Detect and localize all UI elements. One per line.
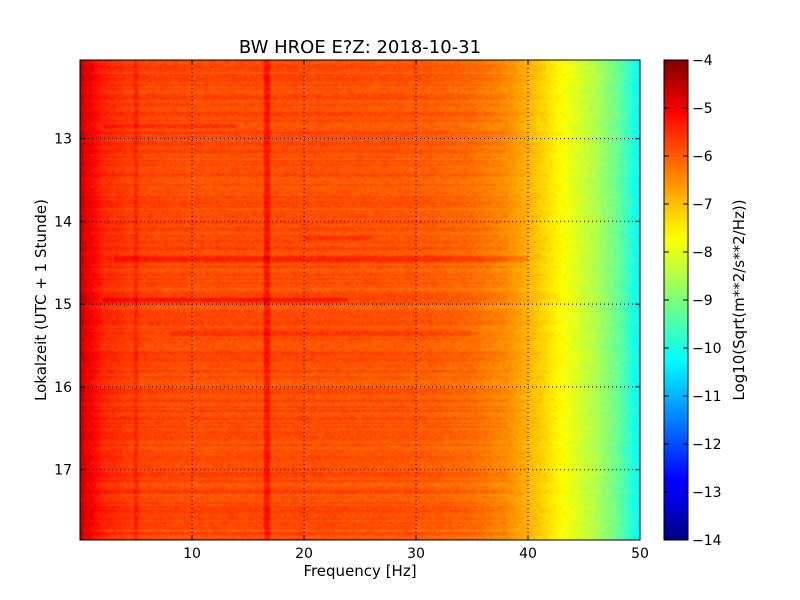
y-tick-label: 16 bbox=[54, 380, 72, 396]
x-axis: 10 20 30 40 50 bbox=[183, 60, 649, 562]
y-tick-label: 14 bbox=[54, 214, 72, 230]
colorbar-ticks: −4 −5 −6 −7 −8 −9 −10 −11 −12 −13 −14 bbox=[664, 53, 722, 549]
colorbar-tick-label: −8 bbox=[692, 245, 713, 261]
y-tick-label: 17 bbox=[54, 463, 72, 479]
spectrogram-image bbox=[80, 60, 640, 540]
y-tick-label: 13 bbox=[54, 132, 72, 148]
colorbar-tick-label: −11 bbox=[692, 389, 722, 405]
colorbar-tick-label: −9 bbox=[692, 293, 713, 309]
x-tick-label: 40 bbox=[519, 546, 537, 562]
colorbar-tick-label: −10 bbox=[692, 341, 722, 357]
x-axis-label: Frequency [Hz] bbox=[303, 562, 416, 580]
colorbar-tick-label: −13 bbox=[692, 485, 722, 501]
y-tick-label: 15 bbox=[54, 297, 72, 313]
grid bbox=[80, 60, 640, 540]
y-axis: 13 14 15 16 17 bbox=[54, 132, 640, 479]
y-axis-label: Lokalzeit (UTC + 1 Stunde) bbox=[32, 199, 50, 401]
x-tick-label: 10 bbox=[183, 546, 201, 562]
colorbar-tick-label: −12 bbox=[692, 437, 722, 453]
colorbar: −4 −5 −6 −7 −8 −9 −10 −11 −12 −13 −14 Log10(Sqrt(m… bbox=[663, 53, 748, 549]
colorbar-tick-label: −5 bbox=[692, 101, 713, 117]
plot-frame bbox=[79, 59, 641, 541]
x-tick-label: 20 bbox=[295, 546, 313, 562]
colorbar-tick-label: −7 bbox=[692, 197, 713, 213]
colorbar-tick-label: −6 bbox=[692, 149, 713, 165]
colorbar-label: Log10(Sqrt(m**2/s**2/Hz)) bbox=[730, 199, 748, 400]
colorbar-tick-label: −14 bbox=[692, 533, 722, 549]
x-tick-label: 30 bbox=[407, 546, 425, 562]
chart-title: BW HROE E?Z: 2018-10-31 bbox=[239, 37, 481, 58]
x-tick-label: 50 bbox=[631, 546, 649, 562]
heatmap bbox=[80, 60, 640, 540]
colorbar-tick-label: −4 bbox=[692, 53, 713, 69]
